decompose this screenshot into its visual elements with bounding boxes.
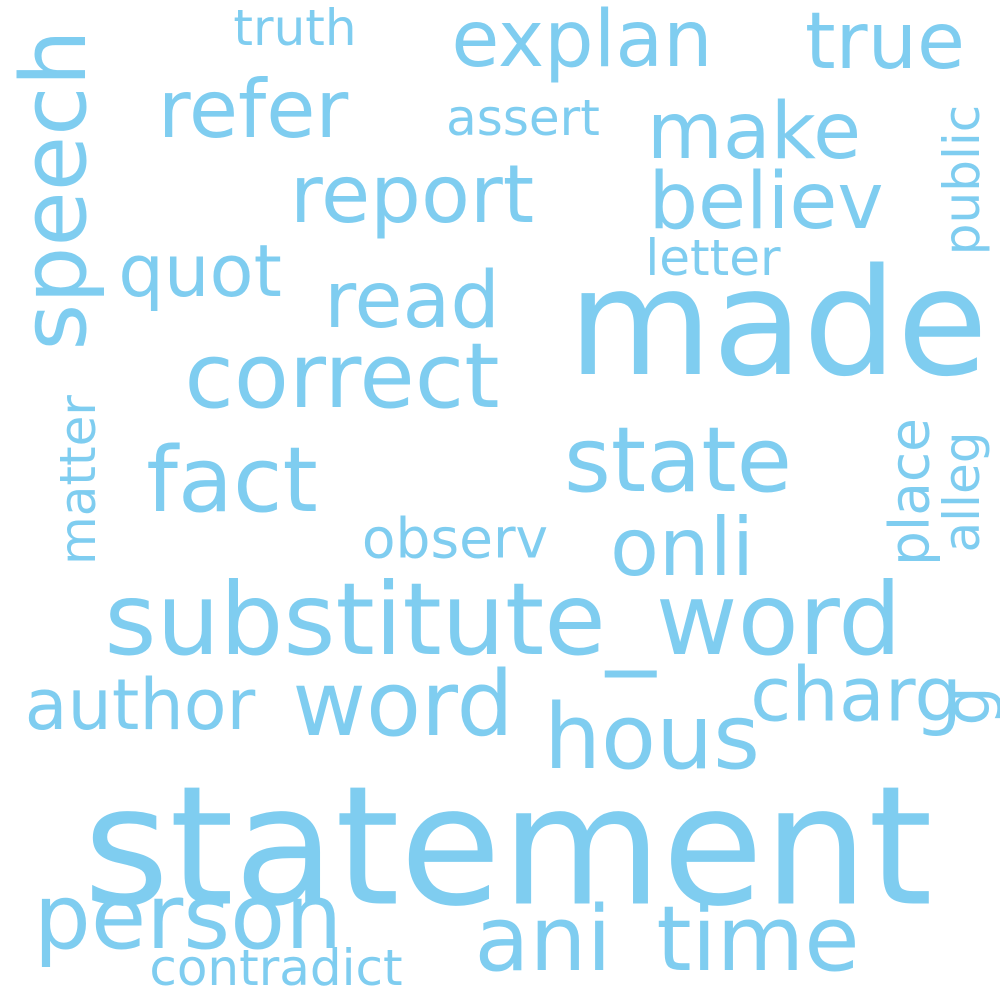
- word-word: word: [292, 652, 514, 757]
- word-report: report: [289, 148, 535, 241]
- word-hous: hous: [543, 685, 761, 790]
- word-quot: quot: [118, 229, 282, 313]
- word-observ: observ: [361, 506, 549, 571]
- word-assert: assert: [446, 89, 600, 147]
- word-g: g: [931, 686, 1000, 726]
- word-author: author: [24, 664, 256, 746]
- word-substitute-word: substitute_word: [104, 561, 902, 678]
- word-believ: believ: [648, 157, 884, 247]
- word-time: time: [656, 887, 860, 992]
- word-made: made: [568, 237, 988, 409]
- word-letter: letter: [645, 229, 781, 287]
- word-truth: truth: [233, 0, 357, 57]
- word-state: state: [564, 408, 792, 513]
- word-read: read: [324, 256, 500, 346]
- word-refer: refer: [157, 63, 349, 156]
- word-ani: ani: [474, 887, 612, 992]
- word-true: true: [804, 0, 966, 87]
- word-public: public: [933, 104, 991, 256]
- word-speech: speech: [2, 29, 107, 351]
- word-charg: charg: [750, 650, 962, 739]
- word-contradict: contradict: [149, 939, 403, 997]
- word-matter: matter: [49, 395, 107, 565]
- word-correct: correct: [184, 324, 500, 429]
- word-fact: fact: [146, 428, 318, 533]
- word-alleg: alleg: [933, 431, 991, 553]
- word-place: place: [877, 418, 942, 566]
- word-onli: onli: [609, 501, 755, 594]
- word-statement: statement: [83, 750, 933, 943]
- word-person: person: [33, 865, 343, 970]
- word-explan: explan: [451, 0, 713, 85]
- word-make: make: [646, 87, 862, 177]
